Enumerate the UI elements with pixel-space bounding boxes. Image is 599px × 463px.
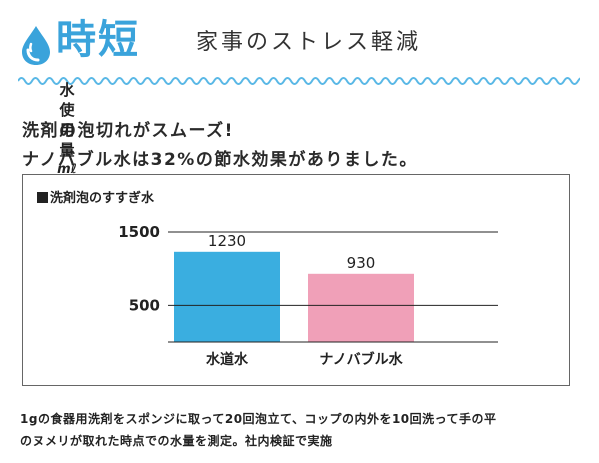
data-label: 1230: [208, 232, 246, 250]
y-tick-label: 1500: [118, 223, 160, 241]
chart-title: 洗剤泡のすすぎ水: [37, 187, 154, 206]
tagline: 家事のストレス軽減: [196, 30, 422, 55]
footnote-line-2: のヌメリが取れた時点での水量を測定。社内検証で実施: [20, 434, 333, 448]
chart-panel: 洗剤泡のすすぎ水: [22, 174, 570, 386]
lead-line-2: ナノバブル水は32%の節水効果がありました。: [22, 150, 418, 170]
wave-divider: [18, 77, 580, 85]
x-tick-label: 水道水: [206, 351, 249, 368]
bar-chart: 1230 水道水 930 ナノバブル水 500 1500: [118, 223, 498, 368]
lead-line-1: 洗剤の泡切れがスムーズ!: [22, 121, 234, 141]
y-axis-label: 水 使 用 量 mℓ: [57, 80, 77, 180]
y-axis-label-char: 水: [59, 81, 75, 99]
water-drop-icon: [22, 26, 50, 65]
y-axis-label-char: 量: [59, 141, 75, 159]
data-label: 930: [347, 254, 376, 272]
chart-title-text: 洗剤泡のすすぎ水: [50, 191, 155, 206]
y-axis-label-unit: mℓ: [57, 162, 77, 177]
x-tick-label: ナノバブル水: [319, 351, 403, 368]
y-axis-label-char: 用: [59, 121, 75, 139]
brand-title: 時短: [56, 16, 140, 63]
footnote-line-1: 1gの食器用洗剤をスポンジに取って20回泡立て、コップの内外を10回洗って手の平: [20, 412, 497, 426]
y-tick-label: 500: [129, 296, 160, 314]
footnote: 1gの食器用洗剤をスポンジに取って20回泡立て、コップの内外を10回洗って手の平…: [20, 408, 590, 452]
bar: [308, 273, 414, 342]
y-axis-label-char: 使: [59, 101, 75, 119]
header: 時短 家事のストレス軽減: [18, 10, 578, 70]
square-bullet-icon: [37, 192, 48, 203]
bar: [174, 251, 280, 342]
